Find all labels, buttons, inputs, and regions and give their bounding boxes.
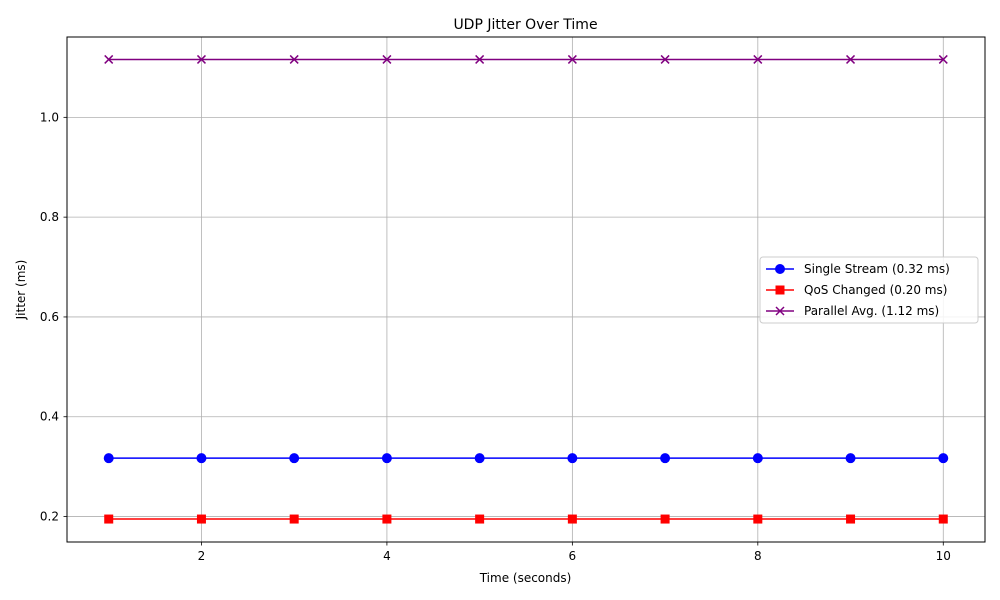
x-tick-label: 10	[936, 549, 951, 563]
legend-entry: Single Stream (0.32 ms)	[766, 262, 950, 276]
legend-label: Parallel Avg. (1.12 ms)	[804, 304, 939, 318]
y-axis-label: Jitter (ms)	[14, 260, 28, 321]
legend-entry: Parallel Avg. (1.12 ms)	[766, 304, 939, 318]
plot-frame	[66, 36, 986, 543]
data-point	[753, 54, 763, 64]
data-point	[660, 514, 670, 524]
chart-title: UDP Jitter Over Time	[453, 17, 597, 33]
series-2	[104, 514, 948, 524]
y-tick-label: 0.8	[40, 210, 59, 224]
legend-entry: QoS Changed (0.20 ms)	[766, 283, 947, 297]
data-point	[660, 54, 670, 64]
x-tick-label: 2	[198, 549, 206, 563]
legend-marker	[775, 306, 785, 316]
data-point	[567, 54, 577, 64]
x-tick-label: 8	[754, 549, 762, 563]
data-point	[475, 514, 485, 524]
data-point	[196, 453, 207, 464]
y-tick-label: 0.2	[40, 510, 59, 524]
data-point	[474, 453, 485, 464]
x-axis-label: Time (seconds)	[479, 571, 572, 585]
legend-marker	[775, 285, 785, 295]
y-tick-label: 0.6	[40, 310, 59, 324]
data-point	[846, 54, 856, 64]
data-point	[382, 54, 392, 64]
legend-label: QoS Changed (0.20 ms)	[804, 283, 947, 297]
series-3	[104, 54, 948, 64]
data-point	[845, 453, 856, 464]
data-point	[753, 514, 763, 524]
data-point	[289, 453, 300, 464]
data-point	[103, 453, 114, 464]
data-point	[752, 453, 763, 464]
legend-label: Single Stream (0.32 ms)	[804, 262, 950, 276]
data-point	[104, 514, 114, 524]
data-point	[289, 54, 299, 64]
data-point	[196, 514, 206, 524]
data-point	[938, 54, 948, 64]
data-point	[660, 453, 671, 464]
data-point	[475, 54, 485, 64]
series-1	[103, 453, 949, 464]
legend-marker	[775, 264, 785, 274]
data-point	[567, 514, 577, 524]
data-point	[382, 514, 392, 524]
y-tick-label: 1.0	[40, 110, 59, 124]
data-point	[938, 453, 949, 464]
data-point	[938, 514, 948, 524]
data-point	[846, 514, 856, 524]
x-tick-label: 4	[383, 549, 391, 563]
data-point	[196, 54, 206, 64]
legend-frame	[759, 256, 979, 324]
y-tick-label: 0.4	[40, 410, 59, 424]
legend: Single Stream (0.32 ms) QoS Changed (0.20…	[759, 256, 979, 324]
series-layer	[103, 54, 949, 524]
data-point	[289, 514, 299, 524]
data-point	[381, 453, 392, 464]
data-point	[104, 54, 114, 64]
axis-ticks: 2 4 6 8 10 0.2 0.4 0.6 0.8 1.0	[40, 110, 951, 563]
data-point	[567, 453, 578, 464]
x-tick-label: 6	[569, 549, 577, 563]
